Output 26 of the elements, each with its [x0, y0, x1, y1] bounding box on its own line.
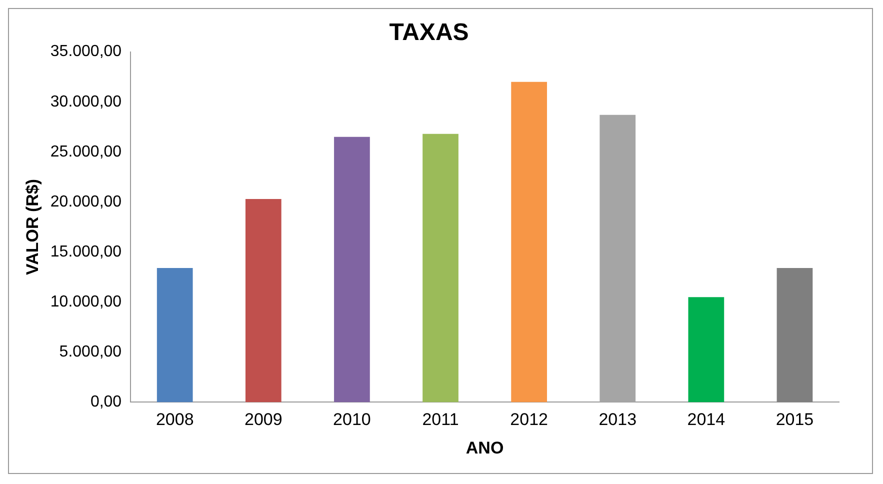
bar	[422, 134, 458, 402]
x-tick-label: 2015	[776, 410, 814, 430]
y-tick-label: 25.000,00	[50, 143, 122, 160]
y-tick-label: 0,00	[90, 394, 122, 411]
y-tick-label: 10.000,00	[50, 293, 122, 310]
bar	[245, 198, 282, 402]
y-tick-label: 15.000,00	[50, 243, 122, 260]
y-tick-label: 5.000,00	[59, 344, 122, 361]
x-tick-label: 2014	[687, 410, 726, 430]
chart-title: TAXAS	[389, 19, 469, 46]
x-tick-label: 2010	[333, 410, 371, 430]
bar	[156, 268, 193, 402]
bar	[688, 297, 724, 402]
y-tick-label: 30.000,00	[50, 93, 122, 110]
x-tick-label: 2011	[422, 410, 459, 430]
y-axis-title: VALOR (R$)	[22, 178, 42, 276]
x-tick-label: 2009	[244, 410, 282, 430]
x-tick-label: 2013	[598, 410, 637, 430]
y-tick-label: 35.000,00	[50, 43, 122, 60]
x-axis-title: ANO	[466, 438, 504, 458]
bar	[511, 82, 547, 402]
x-tick-label: 2012	[510, 410, 548, 430]
x-tick-label: 2008	[156, 410, 194, 430]
bar	[334, 136, 370, 402]
y-tick-label: 20.000,00	[50, 193, 122, 210]
bar	[776, 268, 813, 402]
